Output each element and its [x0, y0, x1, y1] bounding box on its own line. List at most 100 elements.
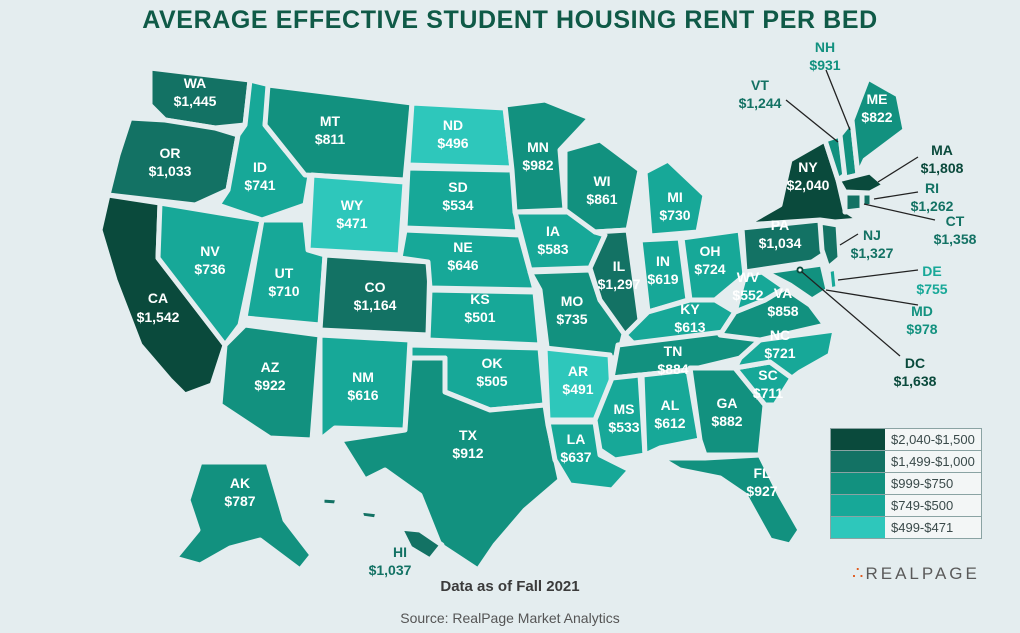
svg-text:$1,638: $1,638 [894, 373, 937, 389]
svg-text:$787: $787 [224, 493, 255, 509]
svg-text:$822: $822 [861, 109, 892, 125]
svg-text:ME: ME [867, 91, 888, 107]
label-GA: GA $882 [711, 395, 742, 429]
svg-text:$1,327: $1,327 [851, 245, 894, 261]
svg-text:$637: $637 [560, 449, 591, 465]
state-OR[interactable] [105, 115, 241, 208]
svg-text:$755: $755 [916, 281, 947, 297]
label-KY: KY $613 [674, 301, 705, 335]
svg-text:WA: WA [184, 75, 207, 91]
label-NY: NY $2,040 [787, 159, 830, 193]
state-FL[interactable] [657, 452, 803, 548]
label-MT: MT $811 [315, 113, 346, 147]
label-LA: LA $637 [560, 431, 591, 465]
svg-text:CA: CA [148, 290, 168, 306]
leader-vt [785, 99, 839, 143]
label-VA: VA $858 [767, 285, 798, 319]
state-TX[interactable] [337, 355, 563, 573]
svg-text:VA: VA [774, 285, 792, 301]
state-NM[interactable] [317, 332, 413, 443]
svg-text:MN: MN [527, 139, 549, 155]
label-WY: WY $471 [336, 197, 367, 231]
svg-text:$884: $884 [657, 361, 688, 377]
state-CO[interactable] [317, 252, 433, 338]
state-MI[interactable] [642, 157, 708, 239]
label-ME: ME $822 [861, 91, 892, 125]
svg-text:NE: NE [453, 239, 472, 255]
label-TX: TX $912 [452, 427, 483, 461]
label-NJ: NJ $1,327 [851, 227, 894, 261]
label-AK: AK $787 [224, 475, 255, 509]
svg-text:$471: $471 [336, 215, 367, 231]
legend-item: $1,499-$1,000 [831, 451, 981, 473]
state-KS[interactable] [425, 287, 543, 348]
svg-text:MS: MS [614, 401, 635, 417]
svg-text:$1,445: $1,445 [174, 93, 217, 109]
svg-text:$1,037: $1,037 [369, 562, 412, 578]
state-IL[interactable] [587, 227, 643, 338]
label-DC: DC $1,638 [894, 355, 937, 389]
svg-text:NV: NV [200, 243, 220, 259]
svg-text:PA: PA [771, 217, 789, 233]
svg-text:IA: IA [546, 223, 560, 239]
svg-text:$978: $978 [906, 321, 937, 337]
label-ID: ID $741 [244, 159, 275, 193]
leader-de [837, 269, 919, 281]
label-RI: RI $1,262 [911, 180, 954, 214]
state-NJ[interactable] [817, 219, 843, 271]
svg-text:$2,040: $2,040 [787, 177, 830, 193]
leader-ri [873, 191, 919, 200]
state-AK[interactable] [172, 459, 315, 573]
hawaii-island-3 [319, 494, 341, 509]
label-TN: TN $884 [657, 343, 688, 377]
legend-label: $2,040-$1,500 [885, 429, 981, 450]
legend-swatch [831, 451, 885, 472]
state-MA[interactable] [835, 169, 888, 196]
hawaii-island-2 [357, 507, 381, 523]
svg-text:$505: $505 [476, 373, 507, 389]
svg-text:$912: $912 [452, 445, 483, 461]
svg-text:VT: VT [751, 77, 769, 93]
svg-text:$646: $646 [447, 257, 478, 273]
svg-text:TX: TX [459, 427, 478, 443]
state-AL[interactable] [639, 367, 703, 458]
svg-text:HI: HI [393, 544, 407, 560]
svg-text:OR: OR [160, 145, 181, 161]
legend-swatch [831, 495, 885, 516]
svg-text:UT: UT [275, 265, 294, 281]
legend-item: $999-$750 [831, 473, 981, 495]
state-HI[interactable] [397, 525, 445, 563]
leader-ct [863, 203, 936, 221]
leader-ma [877, 156, 919, 183]
state-DE[interactable] [825, 265, 841, 293]
svg-text:OK: OK [482, 355, 503, 371]
svg-text:$501: $501 [464, 309, 495, 325]
label-WA: WA $1,445 [174, 75, 217, 109]
label-WI: WI $861 [586, 173, 617, 207]
svg-text:$982: $982 [522, 157, 553, 173]
svg-text:MA: MA [931, 142, 953, 158]
state-MD[interactable] [762, 261, 831, 303]
label-NM: NM $616 [347, 369, 378, 403]
svg-text:AZ: AZ [261, 359, 280, 375]
state-WV[interactable] [732, 269, 788, 315]
svg-text:$922: $922 [254, 377, 285, 393]
svg-text:SD: SD [448, 179, 467, 195]
label-CT: CT $1,358 [934, 213, 977, 247]
state-OH[interactable] [679, 227, 748, 303]
svg-text:$1,262: $1,262 [911, 198, 954, 214]
svg-text:TN: TN [664, 343, 683, 359]
svg-text:NY: NY [798, 159, 818, 175]
label-NC: NC $721 [764, 327, 795, 361]
label-WV: WV $552 [732, 269, 763, 303]
state-CT[interactable] [842, 190, 865, 215]
leader-md [825, 289, 919, 306]
leader-nh [825, 69, 851, 131]
svg-text:KY: KY [680, 301, 700, 317]
svg-text:$741: $741 [244, 177, 275, 193]
svg-text:SC: SC [758, 367, 777, 383]
label-MN: MN $982 [522, 139, 553, 173]
svg-text:$619: $619 [647, 271, 678, 287]
legend-item: $499-$471 [831, 517, 981, 538]
label-ND: ND $496 [437, 117, 468, 151]
